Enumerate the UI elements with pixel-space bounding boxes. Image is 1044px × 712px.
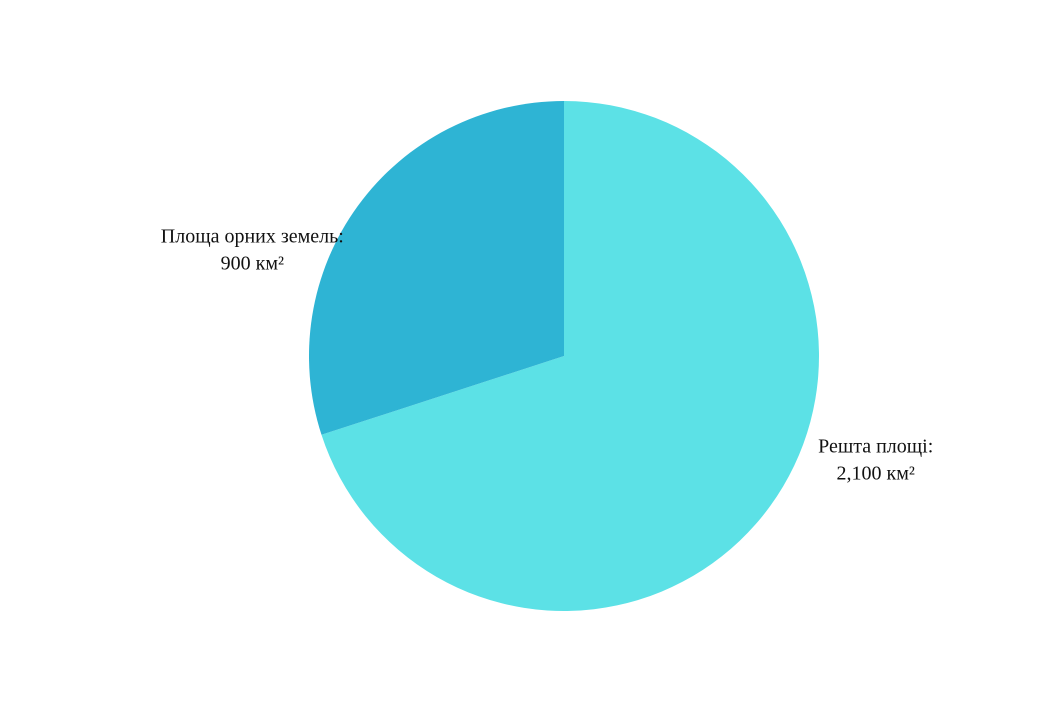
slice-label: Решта площі: bbox=[818, 436, 933, 458]
slice-label: Площа орних земель: bbox=[161, 226, 344, 248]
slice-value-label: 2,100 км² bbox=[836, 463, 914, 485]
pie-slice bbox=[308, 100, 564, 435]
pie-slice bbox=[321, 101, 819, 611]
slice-value-label: 900 км² bbox=[221, 253, 284, 275]
